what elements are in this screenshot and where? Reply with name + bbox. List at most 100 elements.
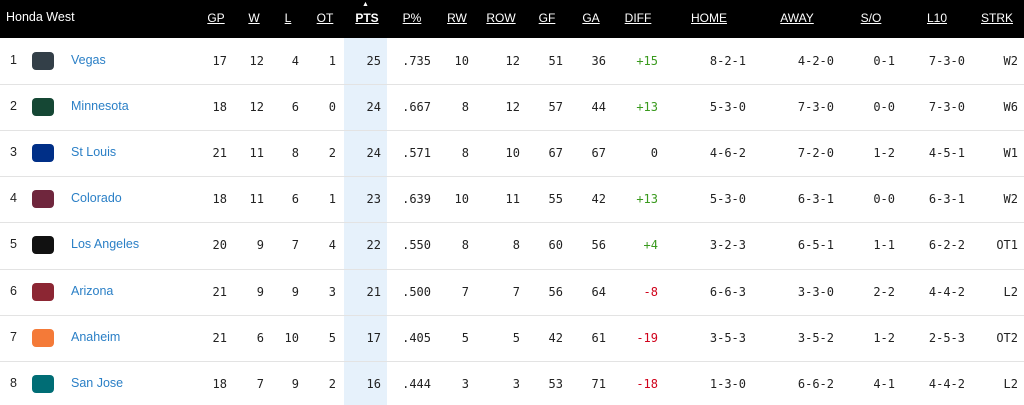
team-name[interactable]: Los Angeles [71, 237, 140, 252]
rank: 2 [10, 99, 17, 114]
rank: 5 [10, 237, 17, 252]
stat-cell: 8 [512, 238, 520, 253]
team-name[interactable]: Colorado [71, 191, 122, 206]
stat-cell: 21 [212, 146, 227, 161]
column-header[interactable]: ROW [486, 11, 516, 25]
stat-cell: 4-5-1 [928, 146, 965, 161]
stat-cell: .639 [402, 192, 431, 207]
stat-cell: 0-0 [873, 192, 895, 207]
stat-cell: 6-3-1 [797, 192, 834, 207]
table-header: Honda West ▲ GP W L OT PTS P% RW ROW GF GA DIFF HOM… [0, 0, 1024, 38]
column-header[interactable]: GP [207, 11, 225, 25]
stat-cell: 8 [461, 238, 469, 253]
stat-cell: 6-6-2 [797, 376, 834, 391]
column-header[interactable]: P% [402, 11, 422, 25]
stat-cell: 2-5-3 [928, 330, 965, 345]
stat-cell: 4 [291, 54, 299, 69]
stat-cell: 71 [591, 376, 606, 391]
stat-cell: +4 [643, 238, 658, 253]
stat-cell: 64 [591, 284, 606, 299]
stat-cell: 24 [366, 100, 381, 115]
stat-cell: 2-2 [873, 284, 895, 299]
stat-cell: 10 [454, 192, 469, 207]
stat-cell: 3 [512, 376, 520, 391]
stat-cell: 6-3-1 [928, 192, 965, 207]
row-divider [0, 268, 1024, 270]
stat-cell: 56 [591, 238, 606, 253]
column-header[interactable]: GF [538, 11, 556, 25]
team-name[interactable]: Vegas [71, 53, 106, 68]
stat-cell: 1-2 [873, 146, 895, 161]
column-header[interactable]: RW [447, 11, 467, 25]
team-name[interactable]: Arizona [71, 283, 114, 298]
stat-cell: 22 [366, 238, 381, 253]
stat-cell: 0-1 [873, 54, 895, 69]
stat-cell: 42 [548, 330, 563, 345]
stat-cell: 9 [256, 284, 264, 299]
team-logo [32, 144, 54, 163]
column-header[interactable]: L10 [926, 11, 948, 25]
stat-cell: -18 [636, 376, 658, 391]
column-header[interactable]: AWAY [780, 11, 814, 25]
stat-cell: .667 [402, 100, 431, 115]
column-header[interactable]: OT [316, 11, 334, 25]
stat-cell: 1 [328, 192, 336, 207]
stat-cell: 11 [249, 192, 264, 207]
stat-cell: 21 [366, 284, 381, 299]
column-header[interactable]: S/O [860, 11, 882, 25]
stat-cell: 11 [505, 192, 520, 207]
division-title: Honda West [6, 10, 75, 24]
stat-cell: 9 [291, 284, 299, 299]
stat-cell: .500 [402, 284, 431, 299]
column-header[interactable]: PTS [355, 11, 379, 25]
column-header[interactable]: W [248, 11, 260, 25]
stat-cell: 11 [249, 146, 264, 161]
column-header[interactable]: HOME [691, 11, 727, 25]
rank: 1 [10, 53, 17, 68]
team-logo [32, 282, 54, 301]
stat-cell: 7 [256, 376, 264, 391]
stat-cell: L2 [1003, 284, 1018, 299]
stat-cell: .444 [402, 376, 431, 391]
stat-cell: 17 [366, 330, 381, 345]
stat-cell: 7-3-0 [928, 100, 965, 115]
stat-cell: 61 [591, 330, 606, 345]
rank: 6 [10, 283, 17, 298]
rank: 3 [10, 145, 17, 160]
column-header[interactable]: GA [582, 11, 600, 25]
stat-cell: 6 [291, 100, 299, 115]
stat-cell: 12 [505, 54, 520, 69]
stat-cell: 44 [591, 100, 606, 115]
stat-cell: W2 [1003, 192, 1018, 207]
stat-cell: 1-3-0 [709, 376, 746, 391]
rank: 4 [10, 191, 17, 206]
stat-cell: W2 [1003, 54, 1018, 69]
stat-cell: 7-3-0 [928, 54, 965, 69]
team-name[interactable]: Anaheim [71, 329, 121, 344]
row-divider [0, 176, 1024, 178]
stat-cell: 6 [256, 330, 264, 345]
stat-cell: 7 [291, 238, 299, 253]
column-header[interactable]: DIFF [624, 11, 652, 25]
team-name[interactable]: San Jose [71, 375, 124, 390]
stat-cell: 6-2-2 [928, 238, 965, 253]
stat-cell: OT2 [996, 330, 1018, 345]
column-header[interactable]: L [284, 11, 292, 25]
stat-cell: 16 [366, 376, 381, 391]
stat-cell: 2 [328, 146, 336, 161]
column-header[interactable]: STRK [980, 11, 1014, 25]
stat-cell: 3-2-3 [709, 238, 746, 253]
stat-cell: 3-5-3 [709, 330, 746, 345]
stat-cell: 67 [591, 146, 606, 161]
stat-cell: 5 [512, 330, 520, 345]
stat-cell: 51 [548, 54, 563, 69]
stat-cell: 1-1 [873, 238, 895, 253]
stat-cell: -19 [636, 330, 658, 345]
team-logo [32, 236, 54, 255]
stat-cell: 6 [291, 192, 299, 207]
team-logo [32, 190, 54, 209]
team-logo [32, 328, 54, 347]
team-name[interactable]: St Louis [71, 145, 117, 160]
team-name[interactable]: Minnesota [71, 99, 129, 114]
